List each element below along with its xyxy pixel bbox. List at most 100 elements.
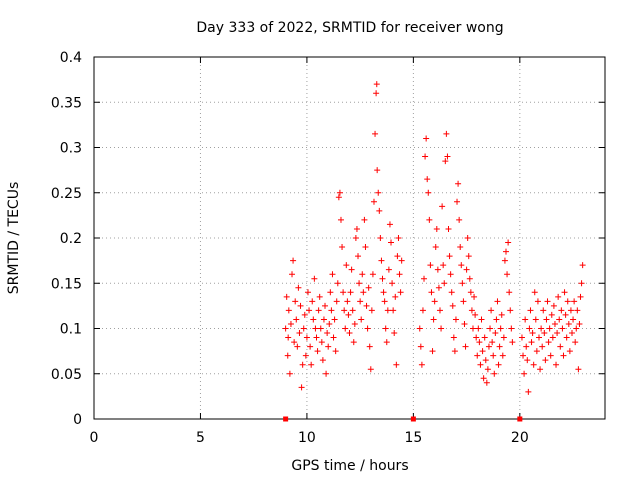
data-point xyxy=(384,307,391,314)
data-point xyxy=(555,293,562,300)
data-point xyxy=(303,334,310,341)
data-point xyxy=(544,298,551,305)
data-point xyxy=(325,343,332,350)
y-tick-label: 0.2 xyxy=(60,231,82,247)
data-point xyxy=(301,311,308,318)
data-point xyxy=(292,298,299,305)
data-point xyxy=(397,289,404,296)
y-tick-label: 0.15 xyxy=(51,276,82,292)
data-point xyxy=(526,325,533,332)
data-point xyxy=(450,334,457,341)
data-point xyxy=(395,235,402,241)
data-point xyxy=(501,257,508,264)
data-point xyxy=(509,339,516,346)
y-axis-label: SRMTID / TECUs xyxy=(6,182,22,295)
data-point xyxy=(531,289,538,296)
data-point xyxy=(474,352,481,359)
data-point xyxy=(505,239,512,246)
x-tick-label: 15 xyxy=(404,430,422,446)
data-point xyxy=(500,334,507,341)
data-point xyxy=(297,302,304,309)
data-point xyxy=(520,352,527,359)
data-point xyxy=(542,357,549,364)
y-tick-label: 0 xyxy=(73,412,82,428)
data-point xyxy=(312,325,319,332)
y-tick-label: 0.1 xyxy=(60,322,82,338)
data-point xyxy=(547,352,554,359)
data-point xyxy=(550,302,557,309)
data-point xyxy=(463,266,470,273)
data-point xyxy=(481,334,488,341)
data-point xyxy=(529,330,536,337)
data-point xyxy=(304,289,311,296)
data-point xyxy=(556,316,563,323)
data-point xyxy=(495,361,502,368)
data-point xyxy=(334,280,341,287)
data-point xyxy=(553,361,560,368)
data-point xyxy=(320,316,327,323)
data-point xyxy=(546,325,553,332)
x-tick-label: 5 xyxy=(196,430,205,446)
data-point xyxy=(317,325,324,332)
data-point xyxy=(441,280,448,287)
data-point xyxy=(462,343,469,350)
data-point xyxy=(360,289,367,296)
data-point xyxy=(358,316,365,323)
data-point xyxy=(497,325,504,332)
data-point xyxy=(523,343,530,350)
data-point xyxy=(532,316,539,323)
data-point xyxy=(449,302,456,309)
chart-title: Day 333 of 2022, SRMTID for receiver won… xyxy=(196,20,503,36)
data-point xyxy=(438,325,445,332)
x-tick-label: 0 xyxy=(90,430,99,446)
axis-marker xyxy=(517,416,523,422)
data-point xyxy=(289,271,296,278)
data-point xyxy=(479,348,486,355)
data-point xyxy=(430,316,437,323)
data-point xyxy=(534,298,541,305)
data-point xyxy=(568,330,575,337)
data-point xyxy=(346,330,353,337)
data-point xyxy=(459,280,466,287)
data-point xyxy=(298,384,305,391)
data-point xyxy=(290,257,297,264)
data-point xyxy=(443,130,450,137)
data-point xyxy=(493,316,500,323)
plot-frame xyxy=(93,56,606,420)
data-point xyxy=(494,298,501,305)
data-point xyxy=(353,225,360,232)
data-point xyxy=(286,370,293,377)
data-point xyxy=(359,271,366,278)
data-point xyxy=(425,189,432,196)
data-point xyxy=(389,280,396,287)
data-point xyxy=(442,158,449,165)
data-point xyxy=(508,325,515,332)
data-point xyxy=(548,311,555,318)
data-point xyxy=(557,343,564,350)
data-point xyxy=(370,198,377,205)
data-point xyxy=(496,343,503,350)
data-point xyxy=(329,271,336,278)
data-point xyxy=(386,221,393,228)
data-point xyxy=(460,298,467,305)
data-point xyxy=(309,298,316,305)
data-point xyxy=(376,207,383,214)
data-point xyxy=(577,293,584,300)
data-point xyxy=(285,334,292,341)
data-point xyxy=(573,325,580,332)
data-point xyxy=(455,180,462,187)
data-point xyxy=(570,316,577,323)
data-point xyxy=(566,348,573,355)
data-point xyxy=(339,244,346,251)
data-point xyxy=(574,307,581,314)
data-point xyxy=(369,271,376,278)
data-point xyxy=(340,289,347,296)
data-point xyxy=(504,271,511,278)
data-point xyxy=(388,239,395,246)
data-point xyxy=(336,189,343,196)
axis-marker xyxy=(283,416,289,422)
data-point xyxy=(448,289,455,296)
data-point xyxy=(572,339,579,346)
data-point xyxy=(560,352,567,359)
